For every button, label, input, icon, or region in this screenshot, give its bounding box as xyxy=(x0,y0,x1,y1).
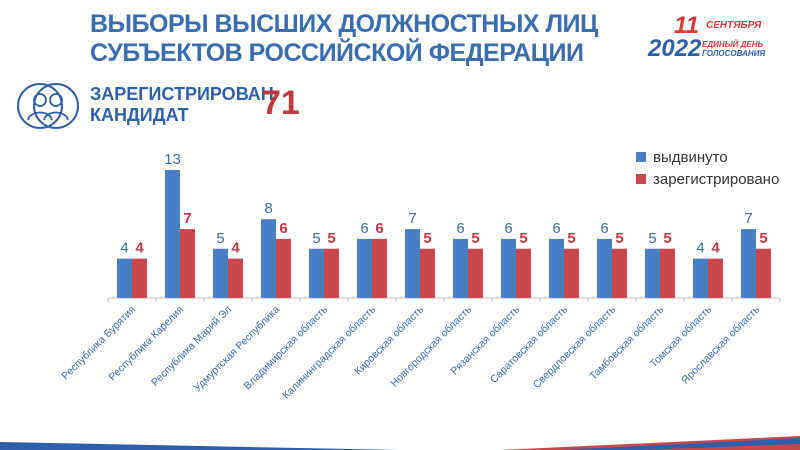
data-label-nominated: 6 xyxy=(456,220,464,237)
bar-nominated xyxy=(213,248,228,298)
bar-registered xyxy=(468,248,483,298)
legend-label-nominated: выдвинуто xyxy=(653,148,728,166)
bar-nominated xyxy=(261,219,276,298)
data-label-registered: 5 xyxy=(567,230,575,247)
x-tick-label: Республика Марий Эл xyxy=(149,304,234,389)
data-label-registered: 5 xyxy=(519,230,527,247)
registered-candidates-value: 71 xyxy=(262,84,300,122)
logo-year: 2022 xyxy=(648,35,702,62)
data-label-registered: 5 xyxy=(663,230,671,247)
data-label-nominated: 5 xyxy=(312,230,320,247)
footer-flag-band xyxy=(0,436,800,450)
data-label-nominated: 13 xyxy=(164,151,181,168)
bar-registered xyxy=(372,238,387,298)
registered-candidates-label: ЗАРЕГИСТРИРОВАН КАНДИДАТ xyxy=(90,84,274,126)
bar-nominated xyxy=(597,238,612,298)
logo-day: 11 xyxy=(674,12,699,39)
data-label-registered: 5 xyxy=(423,230,431,247)
bar-registered xyxy=(660,248,675,298)
data-label-nominated: 6 xyxy=(504,220,512,237)
bar-nominated xyxy=(741,229,756,298)
data-label-registered: 5 xyxy=(327,230,335,247)
chart-legend: выдвинуто зарегистрировано xyxy=(636,146,779,190)
bar-registered xyxy=(420,248,435,298)
bar-nominated xyxy=(405,229,420,298)
x-tick-label: Удмуртская Республика xyxy=(192,304,283,395)
x-tick-label: Владимирская область xyxy=(242,303,331,392)
title-line-1: ВЫБОРЫ ВЫСШИХ ДОЛЖНОСТНЫХ ЛИЦ xyxy=(90,10,598,38)
bar-registered xyxy=(276,238,291,298)
x-tick-label: Новгородская область xyxy=(388,303,474,389)
data-label-registered: 4 xyxy=(711,240,720,257)
bar-nominated xyxy=(309,248,324,298)
page-title: ВЫБОРЫ ВЫСШИХ ДОЛЖНОСТНЫХ ЛИЦ СУБЪЕКТОВ … xyxy=(90,10,598,68)
data-label-registered: 5 xyxy=(759,230,767,247)
legend-item-registered: зарегистрировано xyxy=(636,168,779,190)
x-tick-label: Калининградская область xyxy=(280,303,378,401)
legend-label-registered: зарегистрировано xyxy=(653,170,780,188)
logo-month: СЕНТЯБРЯ xyxy=(706,20,762,31)
bar-nominated xyxy=(165,170,180,298)
data-label-nominated: 4 xyxy=(696,240,704,257)
data-label-nominated: 5 xyxy=(648,230,656,247)
data-label-nominated: 8 xyxy=(264,200,272,217)
data-label-nominated: 7 xyxy=(744,210,752,227)
data-label-registered: 6 xyxy=(279,220,287,237)
registered-label-line-1: ЗАРЕГИСТРИРОВАН xyxy=(90,84,274,104)
data-label-nominated: 6 xyxy=(552,220,560,237)
logo-line-2: ГОЛОСОВАНИЯ xyxy=(702,49,766,58)
bar-registered xyxy=(564,248,579,298)
bar-nominated xyxy=(549,238,564,298)
data-label-registered: 5 xyxy=(615,230,623,247)
people-icon xyxy=(17,83,79,129)
bar-registered xyxy=(228,258,243,298)
data-label-registered: 7 xyxy=(183,210,191,227)
logo-line-1: ЕДИНЫЙ ДЕНЬ xyxy=(702,40,764,49)
legend-swatch-nominated xyxy=(636,152,646,162)
data-label-registered: 5 xyxy=(471,230,479,247)
bar-registered xyxy=(756,248,771,298)
bar-nominated xyxy=(645,248,660,298)
bar-registered xyxy=(132,258,147,298)
data-label-registered: 4 xyxy=(231,240,240,257)
bar-nominated xyxy=(117,258,132,298)
legend-swatch-registered xyxy=(636,174,646,184)
x-tick-label: Ярославская область xyxy=(679,303,762,386)
bar-registered xyxy=(324,248,339,298)
x-tick-label: Свердловская область xyxy=(531,303,619,391)
legend-item-nominated: выдвинуто xyxy=(636,146,779,168)
data-label-registered: 4 xyxy=(135,240,144,257)
data-label-nominated: 7 xyxy=(408,210,416,227)
title-line-2: СУБЪЕКТОВ РОССИЙСКОЙ ФЕДЕРАЦИИ xyxy=(90,39,584,67)
bar-nominated xyxy=(357,238,372,298)
bar-registered xyxy=(516,248,531,298)
data-label-nominated: 4 xyxy=(120,240,128,257)
data-label-nominated: 6 xyxy=(600,220,608,237)
bar-nominated xyxy=(453,238,468,298)
election-day-logo: 11 СЕНТЯБРЯ 2022 ЕДИНЫЙ ДЕНЬ ГОЛОСОВАНИЯ xyxy=(640,14,790,64)
bar-registered xyxy=(612,248,627,298)
bar-registered xyxy=(180,229,195,298)
data-label-nominated: 6 xyxy=(360,220,368,237)
bar-registered xyxy=(708,258,723,298)
data-label-nominated: 5 xyxy=(216,230,224,247)
bar-nominated xyxy=(693,258,708,298)
bar-nominated xyxy=(501,238,516,298)
data-label-registered: 6 xyxy=(375,220,383,237)
registered-label-line-2: КАНДИДАТ xyxy=(90,105,189,125)
